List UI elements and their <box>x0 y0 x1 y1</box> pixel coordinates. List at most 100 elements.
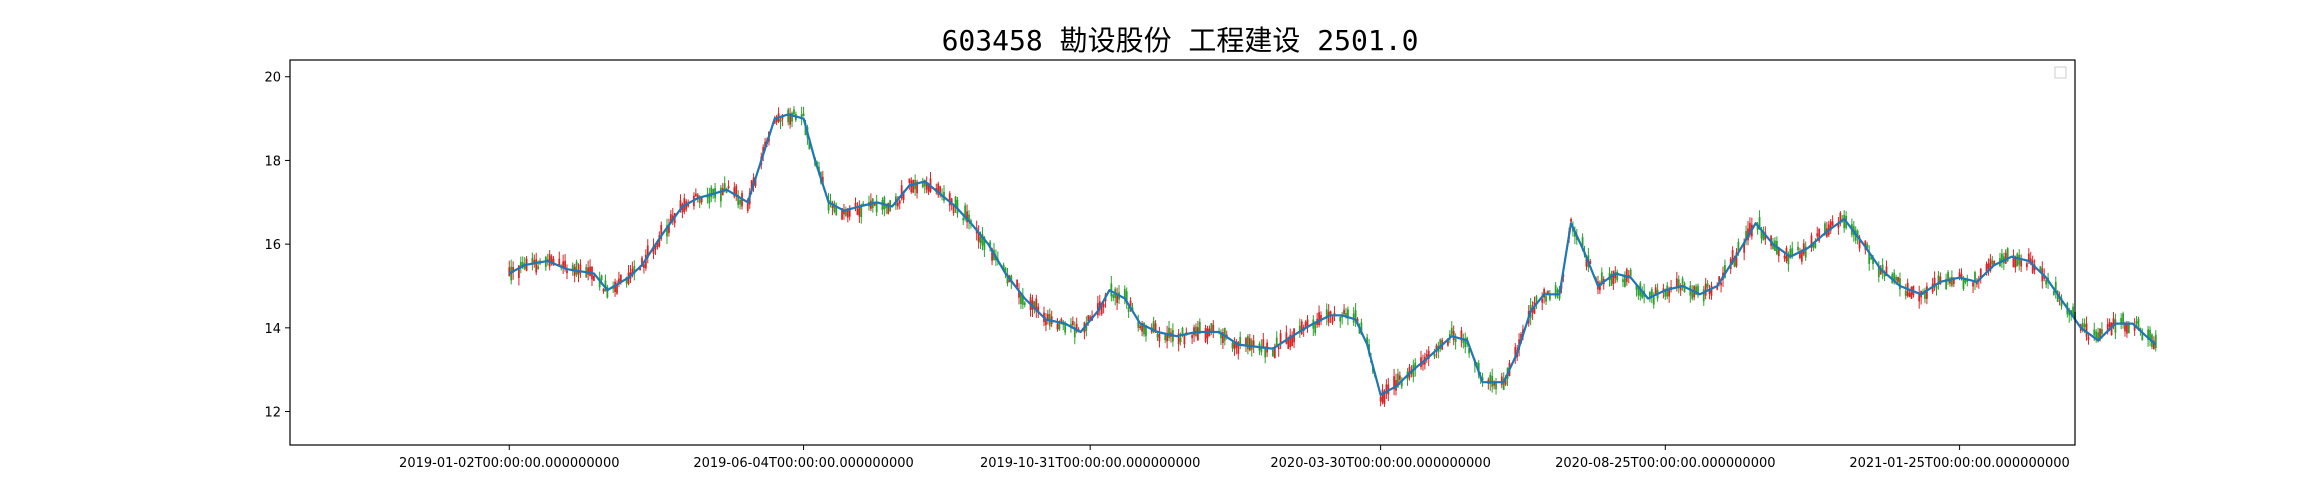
candle-body <box>856 208 859 215</box>
candle-body <box>2141 333 2144 341</box>
candle-up <box>789 107 792 129</box>
candle-body <box>1123 288 1126 299</box>
candle-body <box>1462 340 1465 344</box>
candle-up <box>1206 325 1209 345</box>
candle-up <box>593 274 595 282</box>
candle-body <box>821 176 824 185</box>
candle-down <box>1868 245 1871 271</box>
candle-body <box>1035 298 1038 312</box>
candle-body <box>1383 391 1386 405</box>
candle-up <box>1735 248 1738 268</box>
candle-down <box>1881 258 1884 280</box>
candle-body <box>1331 316 1334 323</box>
candle-down <box>881 197 884 215</box>
candle-body <box>1291 336 1294 346</box>
candle-down <box>1400 377 1403 390</box>
candle-body <box>1439 339 1442 350</box>
candle-body <box>966 211 968 223</box>
candle-down <box>1745 225 1747 246</box>
candle-down <box>1352 307 1355 327</box>
candle-down <box>1804 241 1807 262</box>
candle-body <box>2014 256 2017 268</box>
candle-body <box>1637 287 1640 296</box>
candle-up <box>1291 331 1294 347</box>
candle-up <box>1949 276 1951 287</box>
candle-body <box>646 245 649 258</box>
candle-down <box>1697 283 1699 298</box>
candle-down <box>1464 332 1467 354</box>
candle-down <box>1325 303 1328 326</box>
candle-body <box>666 225 668 237</box>
candle-body <box>1541 299 1544 303</box>
candle-body <box>952 205 955 214</box>
candle-body <box>1358 328 1361 334</box>
candle-body <box>844 209 847 216</box>
candle-body <box>710 187 713 198</box>
candle-body <box>1314 322 1317 333</box>
candle-body <box>1260 346 1263 353</box>
candle-up <box>1300 319 1303 336</box>
candle-up <box>1221 328 1224 349</box>
candle-body <box>1168 327 1170 339</box>
candle-down <box>1275 331 1278 347</box>
candle-up <box>1285 325 1288 345</box>
candle-body <box>1818 228 1821 241</box>
candle-body <box>1585 257 1588 267</box>
candle-up <box>1810 232 1813 252</box>
candle-body <box>781 116 784 120</box>
candle-down <box>2149 326 2151 347</box>
candle-down <box>1210 322 1213 335</box>
candle-down <box>2072 303 2074 317</box>
candle-up <box>533 254 536 268</box>
candle-body <box>1972 282 1974 287</box>
candle-up <box>1379 394 1382 407</box>
candle-up <box>1191 332 1194 345</box>
candle-body <box>558 258 561 266</box>
candle-up <box>1116 287 1119 311</box>
candle-body <box>977 232 980 242</box>
candle-down <box>1168 320 1170 341</box>
candle-body <box>1837 223 1840 228</box>
candle-up <box>1183 334 1186 349</box>
candle-body <box>1883 272 1886 277</box>
candle-body <box>1733 257 1736 267</box>
candle-down <box>883 195 886 217</box>
candle-body <box>1360 322 1363 335</box>
candle-body <box>1724 265 1726 278</box>
candle-body <box>593 275 595 281</box>
candle-body <box>1958 272 1961 278</box>
candle-body <box>1654 287 1657 294</box>
candle-body <box>548 254 551 267</box>
candle-up <box>912 179 915 194</box>
candle-up <box>1977 275 1980 289</box>
candle-up <box>1670 279 1672 293</box>
candle-body <box>1158 333 1161 342</box>
y-tick-label: 16 <box>264 238 281 253</box>
candle-body <box>2052 291 2055 295</box>
candle-body <box>1666 285 1669 297</box>
candle-body <box>1535 296 1538 302</box>
chart-title: 603458 勘设股份 工程建设 2501.0 <box>942 24 1419 57</box>
candle-body <box>723 183 726 192</box>
candle-body <box>1570 218 1572 222</box>
candle-body <box>1300 321 1303 335</box>
candle-body <box>2006 248 2009 262</box>
candle-body <box>1393 376 1395 390</box>
candle-body <box>1366 337 1369 345</box>
candle-body <box>1277 346 1280 350</box>
candle-body <box>1881 264 1884 274</box>
candle-body <box>2060 298 2063 307</box>
candle-body <box>1600 272 1603 285</box>
candle-up <box>1839 211 1842 227</box>
candle-body <box>604 280 607 292</box>
candle-body <box>793 109 795 115</box>
candle-down <box>719 185 722 208</box>
candle-body <box>1495 382 1497 390</box>
candle-body <box>1758 217 1761 230</box>
candle-body <box>1704 283 1707 296</box>
candle-up <box>2012 249 2015 268</box>
candle-body <box>2026 263 2028 268</box>
candle-up <box>929 172 932 193</box>
candle-body <box>625 276 628 284</box>
candle-down <box>1439 338 1442 352</box>
